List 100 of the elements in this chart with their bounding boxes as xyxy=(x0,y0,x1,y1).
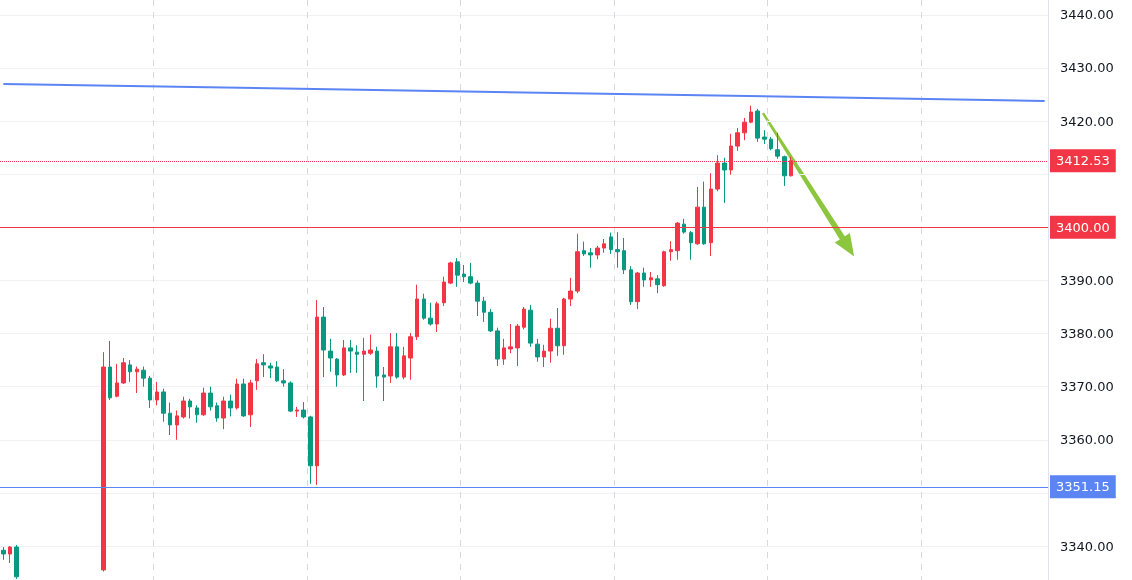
candlestick xyxy=(362,337,366,402)
candlestick xyxy=(642,267,646,288)
candlestick xyxy=(769,136,773,151)
candlestick xyxy=(582,241,586,257)
candlestick xyxy=(722,157,727,204)
candlestick xyxy=(335,357,339,388)
candlestick xyxy=(355,344,359,374)
candlestick xyxy=(455,257,460,288)
ref-line-label: 3400.00 xyxy=(1056,219,1110,235)
candlestick xyxy=(321,306,326,378)
candlestick xyxy=(482,296,486,323)
candlestick xyxy=(435,301,439,333)
candlestick xyxy=(241,378,246,418)
candlestick xyxy=(248,379,253,428)
candlestick xyxy=(368,334,373,356)
candlestick xyxy=(595,245,600,260)
candlestick xyxy=(128,359,132,383)
candlestick xyxy=(168,402,172,436)
candlestick xyxy=(488,308,493,333)
y-tick-label: 3440.00 xyxy=(1060,7,1114,23)
candlestick xyxy=(775,132,780,160)
candlestick xyxy=(195,404,199,424)
candlestick xyxy=(635,271,640,310)
candlestick xyxy=(402,346,406,380)
candlestick xyxy=(181,396,186,420)
candlestick xyxy=(268,362,273,379)
candlestick xyxy=(1,546,6,561)
candlestick xyxy=(562,297,566,356)
candlestick xyxy=(422,293,426,321)
candlestick xyxy=(442,276,446,307)
candlestick xyxy=(615,231,620,269)
candlestick xyxy=(522,306,526,330)
candlestick xyxy=(689,230,693,261)
candlestick xyxy=(782,155,787,187)
candlestick xyxy=(428,302,433,327)
candlestick xyxy=(662,250,666,288)
candlestick xyxy=(535,338,540,363)
y-tick-label: 3340.00 xyxy=(1060,538,1114,554)
candlestick xyxy=(462,264,466,283)
candlestick xyxy=(8,545,12,564)
candlestick xyxy=(295,406,299,418)
candlestick xyxy=(555,307,560,357)
candlestick xyxy=(328,338,333,373)
candlestick xyxy=(342,339,346,377)
y-tick-label: 3360.00 xyxy=(1060,432,1114,448)
candlestick xyxy=(735,127,740,152)
candlestick xyxy=(375,346,379,389)
candlestick xyxy=(755,108,760,143)
candlestick xyxy=(702,181,706,246)
candlestick xyxy=(408,332,413,381)
candlestick xyxy=(622,237,626,275)
candlestick xyxy=(669,240,673,262)
candlestick xyxy=(415,284,419,341)
y-tick-label: 3390.00 xyxy=(1060,272,1114,288)
candlestick xyxy=(301,401,306,420)
candlestick xyxy=(115,363,119,398)
candlestick xyxy=(281,368,286,388)
candlestick xyxy=(448,261,453,285)
candlestick xyxy=(141,365,146,388)
candlestick xyxy=(395,332,399,380)
candlestick xyxy=(175,410,179,441)
candlestick xyxy=(762,129,767,145)
y-tick-label: 3420.00 xyxy=(1060,113,1114,129)
candlestick xyxy=(315,299,319,486)
candlestick xyxy=(588,247,593,269)
candlestick xyxy=(261,353,266,378)
candlestick xyxy=(255,358,259,391)
candlestick xyxy=(288,380,293,413)
ref-line-label: 3412.53 xyxy=(1056,153,1110,169)
ref-line-label: 3351.15 xyxy=(1056,479,1110,495)
candlestick xyxy=(542,344,546,368)
candlestick xyxy=(568,277,573,307)
candlestick xyxy=(275,360,279,383)
candlestick xyxy=(308,415,313,485)
candlestick xyxy=(155,381,159,406)
candlestick xyxy=(655,274,660,294)
candlestick xyxy=(609,232,613,255)
candlestick xyxy=(508,323,513,354)
candlestick xyxy=(14,544,19,580)
candlestick xyxy=(208,386,213,412)
candlestick xyxy=(348,339,353,374)
candlestick xyxy=(475,279,480,317)
candlestick xyxy=(495,327,500,367)
y-tick-label: 3370.00 xyxy=(1060,379,1114,395)
candlestick xyxy=(682,218,686,235)
candlestick xyxy=(121,357,126,385)
candlestick xyxy=(388,332,393,384)
candlestick xyxy=(629,265,633,306)
candlestick xyxy=(515,323,520,367)
candlestick xyxy=(235,378,239,411)
candlestick xyxy=(221,396,226,430)
candlestick xyxy=(502,338,506,366)
candlestick xyxy=(468,262,473,285)
candlestick xyxy=(161,388,166,423)
candlestick xyxy=(548,318,553,364)
candlestick xyxy=(101,351,106,572)
candlestick xyxy=(135,365,139,394)
candlestick xyxy=(749,105,753,124)
y-tick-label: 3380.00 xyxy=(1060,326,1114,342)
candlestick xyxy=(228,394,233,417)
